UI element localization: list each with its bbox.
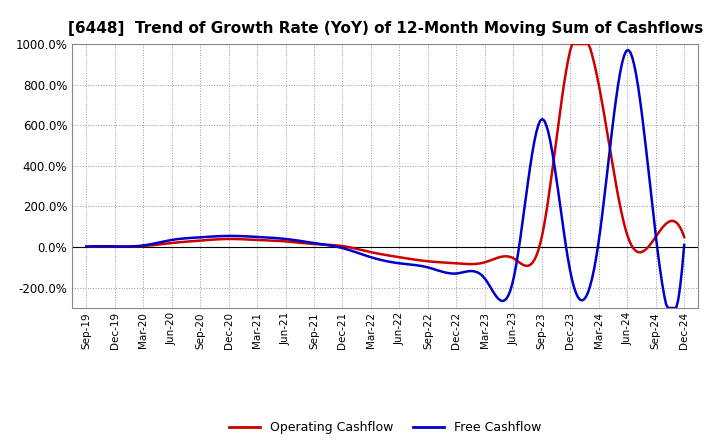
- Legend: Operating Cashflow, Free Cashflow: Operating Cashflow, Free Cashflow: [224, 416, 546, 439]
- Title: [6448]  Trend of Growth Rate (YoY) of 12-Month Moving Sum of Cashflows: [6448] Trend of Growth Rate (YoY) of 12-…: [68, 21, 703, 36]
